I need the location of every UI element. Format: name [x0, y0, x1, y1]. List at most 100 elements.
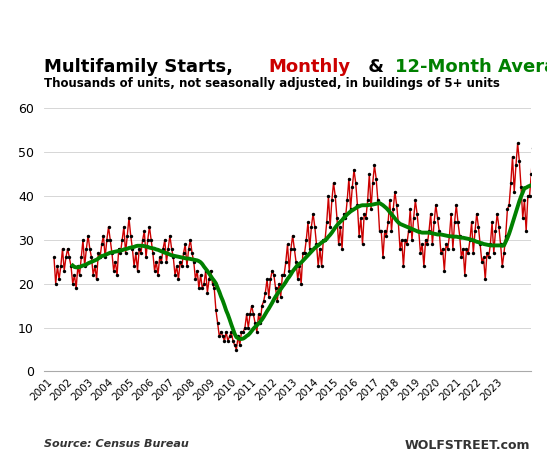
Point [444, 245, 452, 252]
Point [232, 346, 241, 353]
Point [56, 263, 65, 270]
Point [486, 241, 494, 248]
Point [467, 219, 476, 226]
Point [310, 223, 319, 231]
Point [387, 227, 396, 235]
Point [333, 214, 341, 222]
Text: WOLFSTREET.com: WOLFSTREET.com [405, 439, 531, 453]
Point [206, 267, 215, 274]
Point [420, 263, 428, 270]
Point [97, 241, 106, 248]
Point [415, 227, 423, 235]
Point [268, 267, 277, 274]
Text: Source: Census Bureau: Source: Census Bureau [44, 439, 189, 449]
Point [58, 245, 67, 252]
Point [247, 302, 256, 309]
Text: Thousands of units, not seasonally adjusted, in buildings of 5+ units: Thousands of units, not seasonally adjus… [44, 77, 499, 90]
Point [171, 271, 179, 279]
Point [309, 210, 317, 217]
Point [77, 254, 86, 261]
Point [60, 267, 68, 274]
Point [162, 258, 171, 265]
Point [131, 250, 140, 257]
Point [111, 258, 120, 265]
Point [353, 201, 362, 208]
Point [80, 263, 89, 270]
Point [503, 206, 512, 213]
Point [433, 214, 442, 222]
Point [215, 333, 224, 340]
Point [445, 232, 454, 239]
Point [239, 328, 248, 336]
Point [343, 197, 352, 204]
Point [461, 271, 469, 279]
Point [235, 342, 244, 349]
Point [346, 206, 355, 213]
Point [464, 250, 473, 257]
Point [394, 219, 403, 226]
Point [450, 219, 459, 226]
Point [539, 206, 547, 213]
Point [481, 276, 490, 283]
Point [404, 227, 413, 235]
Point [440, 267, 449, 274]
Point [72, 284, 80, 292]
Point [280, 271, 288, 279]
Point [176, 258, 184, 265]
Point [256, 320, 265, 327]
Point [79, 236, 88, 244]
Point [465, 236, 474, 244]
Point [212, 307, 220, 314]
Point [513, 140, 522, 147]
Point [104, 223, 113, 231]
Point [125, 214, 133, 222]
Point [140, 227, 149, 235]
Point [474, 223, 483, 231]
Point [386, 197, 394, 204]
Point [426, 210, 435, 217]
Point [345, 175, 353, 182]
Point [99, 232, 108, 239]
Point [403, 241, 411, 248]
Point [375, 227, 384, 235]
Point [113, 271, 121, 279]
Point [412, 210, 421, 217]
Point [522, 227, 531, 235]
Point [449, 245, 457, 252]
Point [157, 258, 166, 265]
Point [546, 223, 547, 231]
Point [244, 324, 253, 331]
Point [217, 328, 225, 336]
Point [502, 232, 510, 239]
Point [278, 271, 287, 279]
Point [196, 271, 205, 279]
Point [307, 223, 316, 231]
Point [55, 276, 63, 283]
Point [200, 280, 208, 287]
Point [108, 250, 117, 257]
Point [237, 328, 246, 336]
Point [372, 175, 381, 182]
Point [249, 311, 258, 318]
Point [92, 276, 101, 283]
Point [155, 254, 164, 261]
Point [358, 241, 367, 248]
Point [470, 227, 479, 235]
Point [391, 188, 399, 195]
Point [305, 245, 314, 252]
Point [234, 333, 242, 340]
Point [133, 267, 142, 274]
Point [496, 241, 505, 248]
Point [482, 250, 491, 257]
Point [392, 201, 401, 208]
Point [395, 245, 404, 252]
Point [208, 280, 217, 287]
Point [321, 236, 329, 244]
Point [540, 193, 547, 200]
Point [167, 245, 176, 252]
Point [191, 276, 200, 283]
Point [534, 127, 543, 134]
Point [484, 254, 493, 261]
Point [490, 250, 498, 257]
Point [106, 236, 115, 244]
